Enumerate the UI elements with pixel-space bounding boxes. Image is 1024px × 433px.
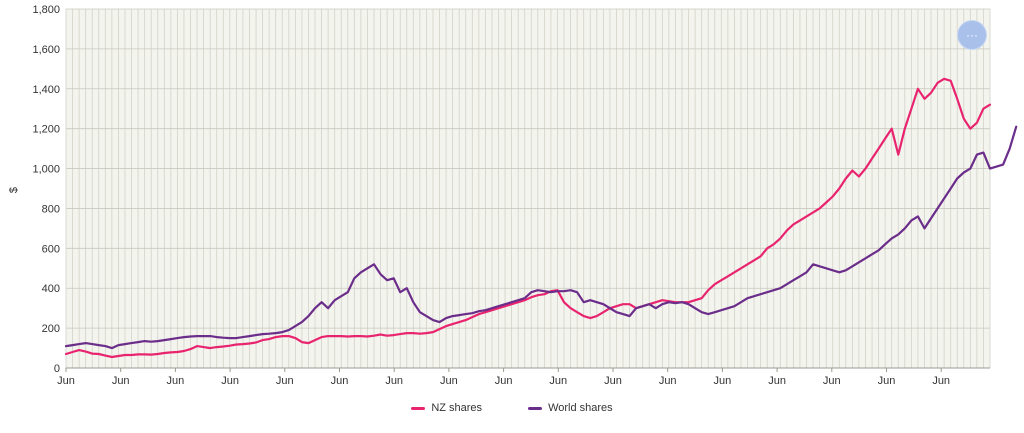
y-axis-ticks: 0 200 400 600 800 1,000 1,200 1,400 1,600 1,800 [32,4,60,375]
world-shares-swatch [528,406,543,410]
series-line-world-shares [64,125,1018,350]
y-tick-label: 800 [42,203,60,215]
y-axis-label: $ [8,187,20,193]
plot-background [66,9,990,368]
y-tick-label: 0 [54,363,60,375]
legend-label-nz-shares: NZ shares [431,402,483,414]
y-tick-label: 1,400 [32,84,60,96]
x-tick-label: Jun [714,375,732,387]
x-tick-label: Jun [385,375,403,387]
legend-item-nz-shares[interactable]: NZ shares [411,402,482,414]
legend: NZ shares World shares [0,402,1024,414]
y-tick-label: 1,200 [32,124,60,136]
x-tick-label: Jun [331,375,349,387]
x-tick-label: Jun [768,375,786,387]
x-tick-label: Jun [878,375,896,387]
x-tick-label: Jun [549,375,567,387]
x-tick-label: Jun [276,375,294,387]
vertical-grid [65,9,991,368]
legend-item-world-shares[interactable]: World shares [528,402,613,414]
x-tick-label: Jun [495,375,513,387]
x-tick-label: Jun [659,375,677,387]
y-tick-label: 400 [42,283,60,295]
y-tick-label: 1,800 [32,4,60,16]
series-line-nz-shares [64,77,992,359]
horizontal-grid [66,8,990,369]
x-tick-label: Jun [167,375,185,387]
y-tick-label: 1,000 [32,164,60,176]
nz-shares-swatch [411,406,426,410]
series-lines [64,77,1018,359]
x-tick-label: Jun [112,375,130,387]
y-tick-label: 600 [42,243,60,255]
y-tick-label: 1,600 [32,44,60,56]
x-tick-label: Jun [440,375,458,387]
y-tick-label: 200 [42,323,60,335]
x-tick-label: Jun [221,375,239,387]
x-tick-label: Jun [604,375,622,387]
legend-label-world-shares: World shares [548,402,613,414]
x-axis-ticks: Jun Jun Jun Jun Jun Jun Jun Jun Jun Jun Jun Jun Jun J… [57,368,950,387]
x-tick-label: Jun [932,375,950,387]
x-tick-label: Jun [57,375,75,387]
more-icon: ··· [966,28,978,42]
chart-menu-button[interactable]: ··· [957,20,987,50]
x-tick-label: Jun [823,375,841,387]
